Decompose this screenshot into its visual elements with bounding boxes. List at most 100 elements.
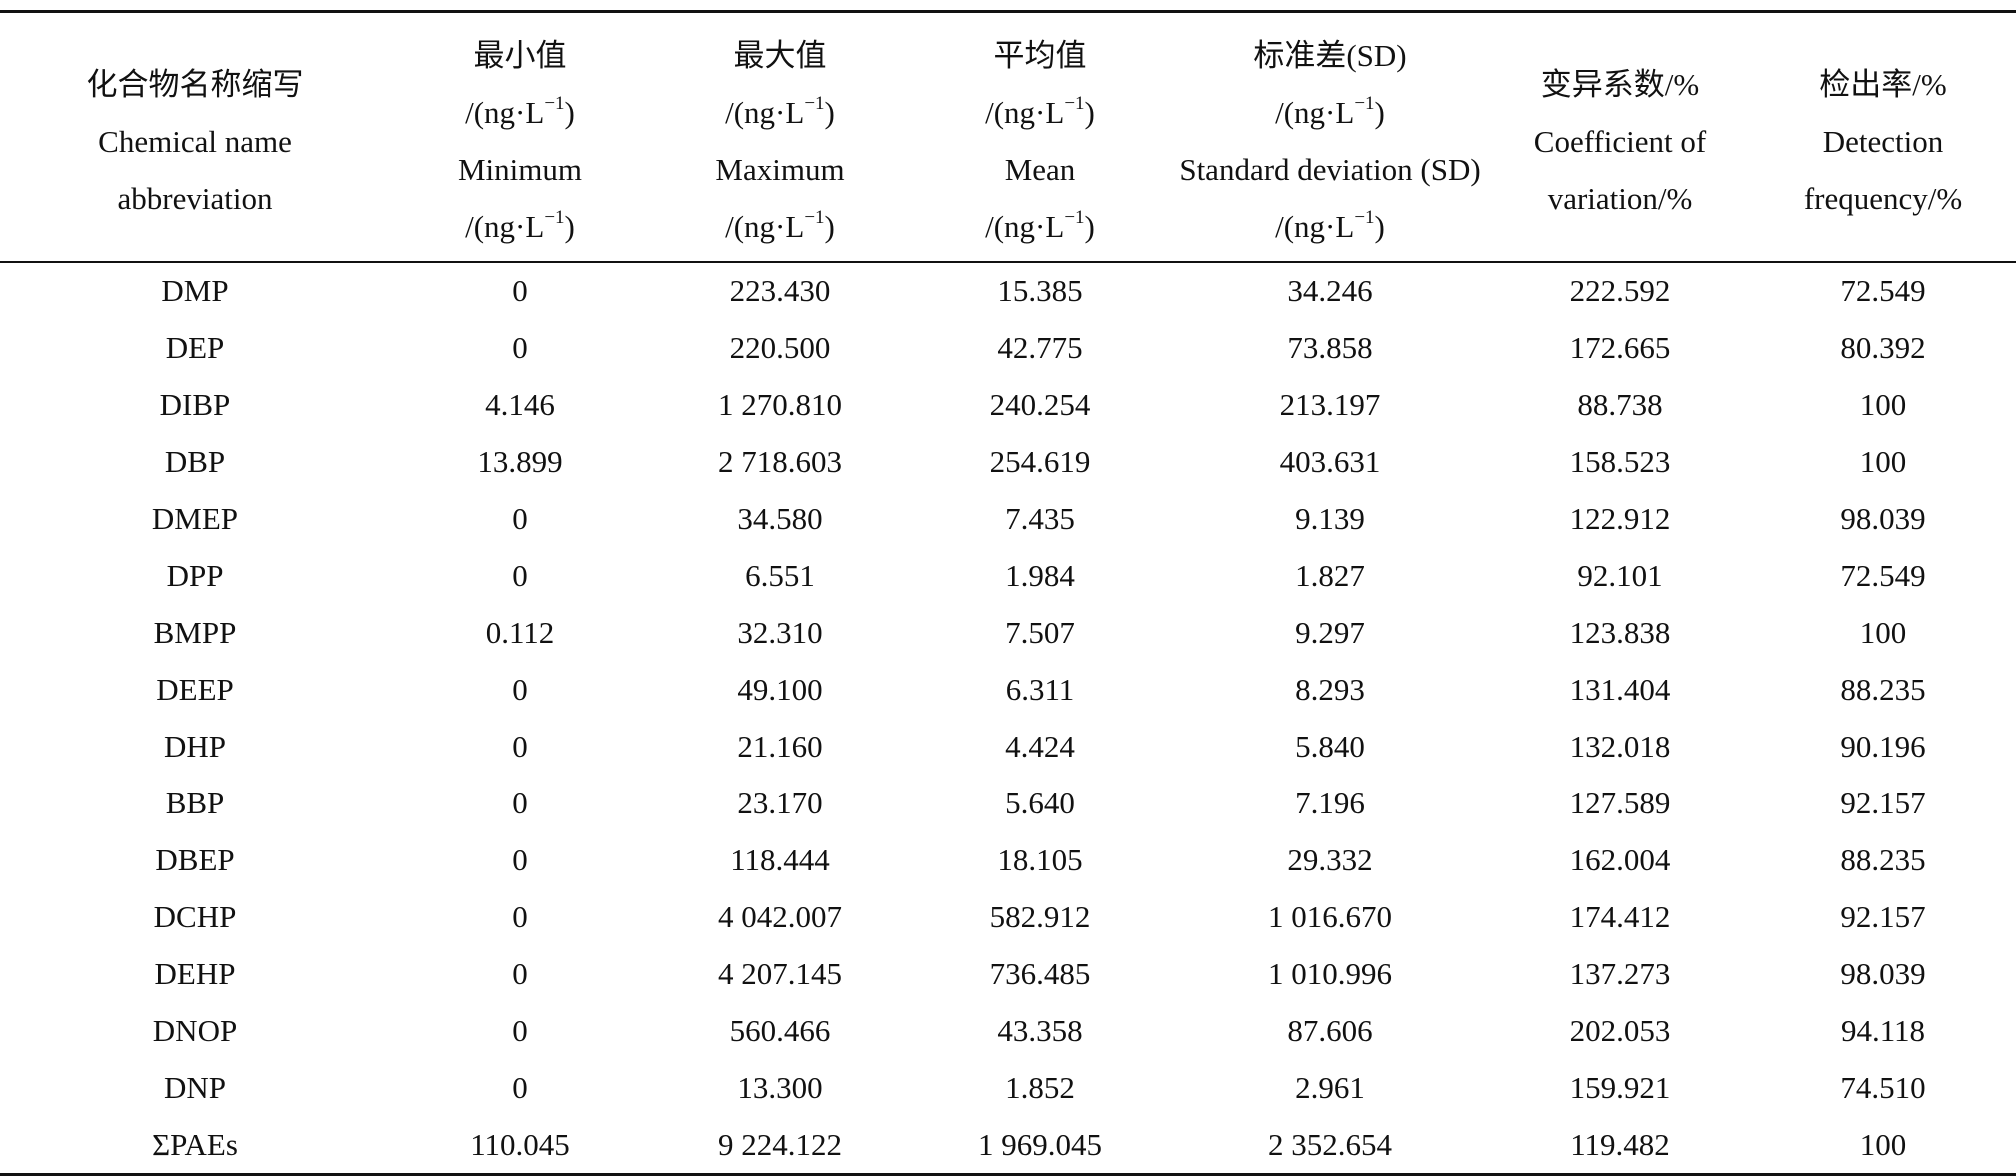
cell-sd: 403.631 [1279, 444, 1381, 480]
cell-chemical: DMP [161, 273, 229, 309]
cell-cv: 202.053 [1569, 1013, 1671, 1049]
cell-mean: 18.105 [997, 842, 1083, 878]
cell-minimum: 0 [512, 273, 528, 309]
cell-maximum: 6.551 [745, 557, 815, 593]
cell-chemical: DMEP [151, 501, 239, 536]
cell-chemical: DIBP [159, 387, 231, 423]
table-row: DPP 0 6.551 1.984 1.827 92.101 72.549 [0, 547, 2016, 604]
cell-mean: 254.619 [989, 444, 1091, 480]
header-en-line: Chemical name [98, 123, 292, 159]
table-row: BBP 0 23.170 5.640 7.196 127.589 92.157 [0, 775, 2016, 832]
cell-maximum: 13.300 [737, 1069, 823, 1105]
cell-mean: 42.775 [997, 330, 1083, 366]
cell-minimum: 110.045 [470, 1126, 570, 1162]
cell-minimum: 0 [512, 728, 528, 764]
header-cn-line: 化合物名称缩写 [86, 66, 304, 102]
header-en-line: abbreviation [117, 180, 273, 216]
cell-sd: 2.961 [1295, 1069, 1365, 1105]
header-unit: /(ng·L−1) [1275, 93, 1385, 130]
header-maximum: 最大值 /(ng·L−1) Maximum /(ng·L−1) [650, 12, 910, 263]
cell-maximum: 23.170 [737, 785, 823, 821]
cell-maximum: 1 270.810 [718, 387, 842, 423]
cell-chemical: DNP [163, 1069, 226, 1105]
cell-maximum: 4 207.145 [718, 956, 842, 992]
cell-minimum: 0 [512, 671, 528, 707]
header-chemical-name: 化合物名称缩写 Chemical name abbreviation [0, 12, 390, 263]
cell-detection: 88.235 [1840, 842, 1926, 878]
data-table-container: 化合物名称缩写 Chemical name abbreviation 最小值 /… [0, 10, 2016, 1176]
cell-mean: 6.311 [1005, 671, 1075, 707]
cell-sd: 9.297 [1295, 614, 1365, 650]
table-row: DIBP 4.146 1 270.810 240.254 213.197 88.738 10… [0, 377, 2016, 434]
cell-sd: 1.827 [1295, 557, 1365, 593]
cell-mean: 15.385 [997, 273, 1083, 309]
cell-sd: 7.196 [1295, 785, 1365, 821]
cell-minimum: 0 [512, 1013, 528, 1049]
cell-chemical: DCHP [153, 899, 237, 935]
cell-chemical: ΣPAEs [152, 1126, 238, 1162]
cell-minimum: 0 [512, 899, 528, 935]
cell-detection: 100 [1859, 387, 1907, 423]
header-en-line: Maximum [715, 152, 845, 187]
cell-detection: 92.157 [1840, 899, 1926, 935]
cell-detection: 74.510 [1840, 1069, 1926, 1105]
cell-maximum: 21.160 [737, 728, 823, 764]
cell-mean: 5.640 [1005, 785, 1075, 821]
header-mean: 平均值 /(ng·L−1) Mean /(ng·L−1) [910, 12, 1170, 263]
cell-cv: 92.101 [1577, 557, 1663, 593]
cell-sd: 87.606 [1287, 1013, 1373, 1049]
table-row: DBEP 0 118.444 18.105 29.332 162.004 88.235 [0, 832, 2016, 889]
cell-sd: 29.332 [1287, 842, 1373, 878]
header-coefficient-of-variation: 变异系数/% Coefficient of variation/% [1490, 12, 1750, 263]
cell-minimum: 0.112 [485, 614, 555, 650]
table-row: DCHP 0 4 042.007 582.912 1 016.670 174.412 92.… [0, 889, 2016, 946]
cell-cv: 123.838 [1569, 614, 1671, 650]
cell-minimum: 0 [512, 956, 528, 992]
cell-sd: 213.197 [1279, 387, 1381, 423]
header-unit: /(ng·L−1) [725, 93, 835, 130]
header-en-line: variation/% [1547, 180, 1693, 216]
cell-cv: 158.523 [1569, 444, 1671, 480]
cell-cv: 88.738 [1577, 387, 1663, 423]
header-minimum: 最小值 /(ng·L−1) Minimum /(ng·L−1) [390, 12, 650, 263]
cell-chemical: BMPP [153, 614, 237, 650]
cell-minimum: 4.146 [485, 387, 555, 423]
header-standard-deviation: 标准差(SD) /(ng·L−1) Standard deviation (SD… [1170, 12, 1490, 263]
cell-chemical: DBP [164, 444, 226, 480]
cell-cv: 174.412 [1569, 899, 1671, 935]
cell-sd: 73.858 [1287, 330, 1373, 366]
cell-cv: 172.665 [1569, 330, 1671, 366]
header-unit: /(ng·L−1) [465, 93, 575, 130]
cell-sd: 9.139 [1295, 501, 1365, 536]
table-header-row: 化合物名称缩写 Chemical name abbreviation 最小值 /… [0, 11, 2016, 263]
cell-mean: 7.507 [1005, 614, 1075, 650]
cell-sd: 2 352.654 [1268, 1126, 1392, 1162]
cell-mean: 1 969.045 [978, 1126, 1102, 1162]
cell-cv: 122.912 [1569, 501, 1671, 536]
cell-detection: 80.392 [1840, 330, 1926, 366]
cell-detection: 100 [1859, 444, 1907, 480]
phthalate-statistics-table: 化合物名称缩写 Chemical name abbreviation 最小值 /… [0, 10, 2016, 1176]
cell-detection: 72.549 [1840, 273, 1926, 309]
header-cn-line: 标准差(SD) [1253, 38, 1407, 73]
cell-maximum: 2 718.603 [718, 444, 842, 480]
cell-detection: 94.118 [1840, 1013, 1926, 1049]
header-unit: /(ng·L−1) [725, 207, 835, 244]
header-en-line: Detection [1822, 123, 1944, 159]
cell-cv: 132.018 [1569, 728, 1671, 764]
header-cn-line: 平均值 [993, 38, 1087, 73]
cell-chemical: DBEP [155, 842, 235, 878]
table-row: DNOP 0 560.466 43.358 87.606 202.053 94.118 [0, 1003, 2016, 1060]
header-en-line: Standard deviation (SD) [1179, 152, 1481, 187]
cell-cv: 127.589 [1569, 785, 1671, 821]
cell-mean: 7.435 [1005, 501, 1075, 536]
cell-mean: 582.912 [989, 899, 1091, 935]
cell-sd: 34.246 [1287, 273, 1373, 309]
cell-maximum: 32.310 [737, 614, 823, 650]
cell-maximum: 223.430 [729, 273, 831, 309]
table-row: DMP 0 223.430 15.385 34.246 222.592 72.549 [0, 262, 2016, 320]
table-row: DMEP 0 34.580 7.435 9.139 122.912 98.039 [0, 491, 2016, 548]
cell-sd: 1 016.670 [1268, 899, 1392, 935]
cell-sd: 8.293 [1295, 671, 1365, 707]
header-cn-line: 最小值 [473, 38, 567, 73]
